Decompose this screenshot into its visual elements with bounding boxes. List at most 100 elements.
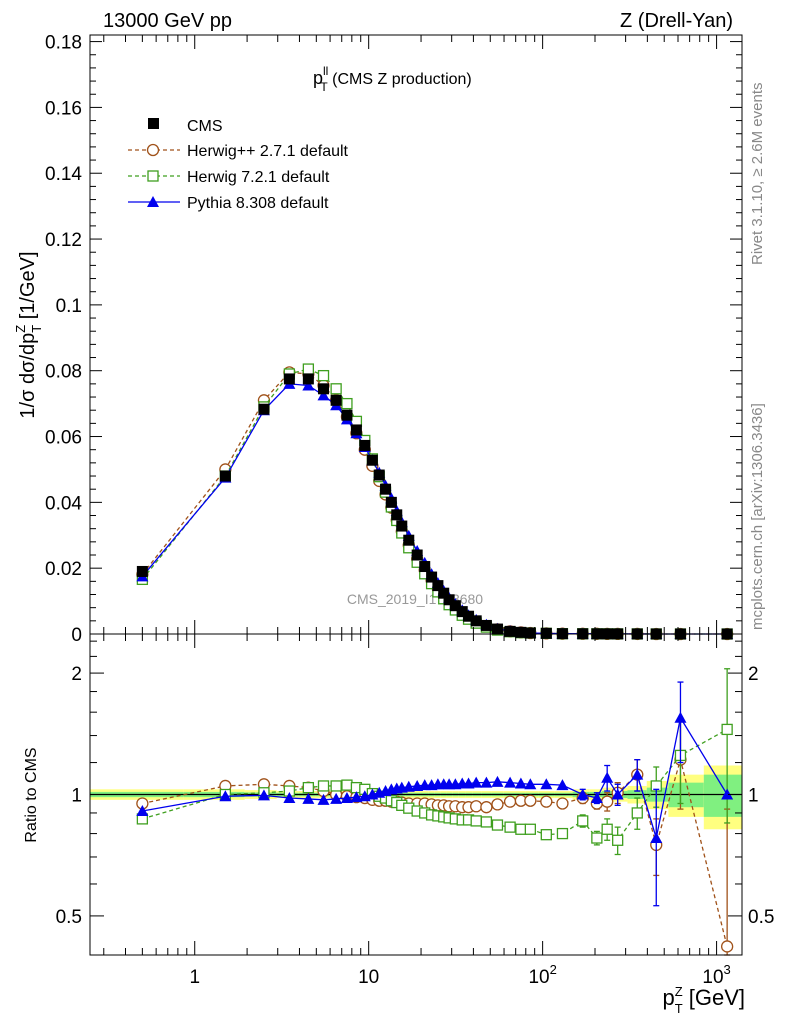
main-point-cms: [318, 383, 330, 395]
main-ytick-label: 0.16: [45, 98, 82, 119]
title-sup: ll: [323, 64, 328, 78]
main-point-herwig7: [317, 369, 330, 382]
ratio-ytick-label: 0.5: [56, 907, 82, 928]
ratio-point-herwigpp: [491, 798, 504, 811]
ratio-point-pythia: [330, 792, 343, 804]
ratio-point-herwig7: [540, 829, 552, 841]
legend-herwig7-label: Herwig 7.2.1 default: [187, 169, 330, 186]
ratio-point-herwig7: [524, 823, 537, 835]
ratio-ytick-label: 2: [71, 664, 82, 685]
main-point-cms: [283, 373, 295, 385]
ratio-series-layer: [136, 668, 734, 956]
main-point-herwig7: [330, 383, 342, 395]
ratio-point-pythia: [650, 832, 663, 844]
ratio-point-pythia: [590, 792, 603, 804]
main-ytick-label: 0.14: [45, 164, 82, 185]
xlabel-sup: Z: [675, 984, 683, 999]
main-point-cms: [480, 619, 492, 631]
main-ylabel-unit: [1/GeV]: [17, 251, 39, 324]
main-ylabel-text: 1/σ dσ/dp: [17, 333, 39, 419]
ratio-point-herwig7: [341, 779, 353, 791]
ratio-point-pythia: [480, 776, 493, 788]
ratio-point-herwig7: [515, 823, 527, 835]
main-point-cms: [396, 520, 408, 532]
ratio-point-herwig7: [631, 807, 643, 819]
ratio-point-pythia: [402, 780, 415, 792]
main-point-cms: [359, 439, 371, 451]
main-point-cms: [456, 606, 468, 618]
main-ylabel: 1/σ dσ/dpZT [1/GeV]: [13, 251, 44, 418]
ratio-ytick-label-right: 2: [748, 664, 759, 685]
analysis-watermark: CMS_2019_I1753680: [347, 591, 483, 607]
main-point-cms: [380, 483, 392, 495]
title-rest: (CMS Z production): [328, 71, 472, 88]
ratio-point-herwig7: [330, 780, 342, 792]
ratio-point-pythia: [350, 791, 363, 803]
ratio-point-herwigpp: [470, 800, 483, 813]
legend-pythia-label: Pythia 8.308 default: [187, 195, 329, 212]
main-point-pythia: [302, 379, 315, 391]
ratio-point-herwig7: [721, 723, 733, 736]
main-point-cms: [366, 454, 378, 466]
ratio-point-pythia: [340, 792, 353, 804]
ratio-point-pythia: [721, 788, 734, 800]
ratio-point-pythia: [631, 768, 644, 780]
rivet-version-text: Rivet 3.1.10, ≥ 2.6M events: [749, 83, 766, 266]
main-point-herwig7: [302, 363, 315, 375]
legend-pythia-marker: [147, 196, 159, 207]
ratio-point-pythia: [136, 805, 149, 817]
main-point-cms: [470, 615, 482, 627]
main-point-cms: [426, 571, 438, 583]
xtick-base: 10: [528, 967, 549, 988]
ratio-point-pythia: [283, 792, 296, 804]
ratio-point-pythia: [257, 789, 270, 801]
ratio-point-herwig7: [601, 823, 613, 835]
ratio-point-herwig7: [317, 780, 330, 792]
main-point-cms: [540, 627, 552, 639]
main-ylabel-sub: T: [29, 325, 44, 333]
main-point-cms: [258, 403, 270, 415]
legend-herwigpp-marker: [146, 143, 160, 157]
main-point-cms: [463, 610, 475, 622]
header-right: Z (Drell-Yan): [620, 10, 733, 32]
legend-herwig7-marker: [147, 170, 159, 182]
main-point-cms: [432, 580, 444, 592]
main-point-cms: [219, 470, 231, 482]
ratio-xtick-label: 102: [528, 962, 556, 988]
ratio-point-pythia: [302, 792, 315, 804]
ratio-point-herwig7: [302, 781, 315, 794]
main-ytick-label: 0.04: [45, 493, 82, 514]
legend: CMS Herwig++ 2.7.1 default Herwig 7.2.1 …: [128, 118, 349, 212]
ratio-point-herwig7: [612, 834, 624, 846]
ratio-point-pythia: [524, 778, 537, 790]
ratio-point-pythia: [601, 771, 614, 783]
xlabel-sub: T: [675, 1001, 683, 1016]
main-ytick-label: 0.18: [45, 33, 82, 54]
ratio-point-pythia: [514, 777, 527, 789]
ratio-point-herwigpp: [556, 797, 569, 810]
main-point-pythia: [317, 389, 330, 401]
ratio-point-herwig7: [591, 832, 603, 844]
ratio-point-herwigpp: [720, 940, 734, 953]
band-green-bin: [703, 774, 742, 817]
ratio-ytick-label: 1: [71, 786, 82, 807]
main-point-cms: [438, 587, 450, 599]
ratio-ytick-label-right: 0.5: [748, 907, 774, 928]
ratio-point-herwigpp: [540, 795, 553, 808]
ratio-point-pythia: [470, 776, 483, 788]
main-ytick-label: 0.12: [45, 230, 82, 251]
axes-layer: 00.020.040.060.080.10.120.140.160.181 10 1…: [45, 33, 774, 988]
xtick-exponent: 2: [550, 962, 557, 977]
ratio-point-pythia: [540, 778, 553, 790]
header-left: 13000 GeV pp: [103, 10, 232, 32]
main-point-cms: [419, 561, 431, 573]
main-point-cms: [385, 496, 397, 508]
main-ytick-label: 0.1: [56, 296, 82, 317]
main-point-cms: [373, 469, 385, 481]
ratio-point-pythia: [317, 793, 330, 805]
ratio-point-herwig7: [491, 819, 504, 831]
main-ytick-label: 0.06: [45, 428, 82, 449]
xtick-base: 10: [702, 967, 723, 988]
main-point-cms: [491, 623, 503, 635]
